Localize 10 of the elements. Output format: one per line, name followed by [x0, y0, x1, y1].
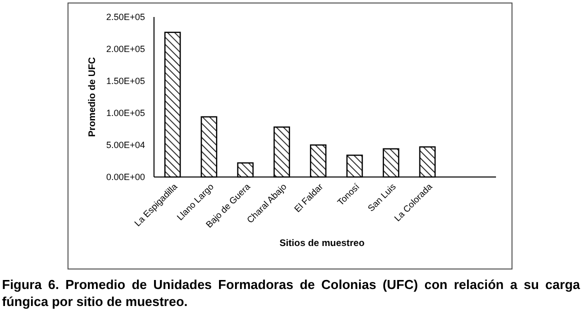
y-axis-title: Promedio de UFC	[87, 57, 98, 137]
text: Figura 6. Promedio de Unidades Formadoras de Colonias (UFC) con relación a su carga fúngica por sitio de muestreo.	[2, 276, 580, 310]
y-tick-label: 1.00E+05	[106, 108, 145, 118]
x-tick-label: San Luis	[366, 181, 398, 214]
y-tick-label: 2.50E+05	[106, 12, 145, 22]
y-tick-label: 0.00E+00	[106, 172, 145, 182]
y-tick-label: 2.00E+05	[106, 44, 145, 54]
y-tick-label: 1.50E+05	[106, 76, 145, 86]
y-tick-label: 5.00E+04	[106, 140, 145, 150]
x-axis-title: Sitios de muestreo	[280, 238, 365, 249]
